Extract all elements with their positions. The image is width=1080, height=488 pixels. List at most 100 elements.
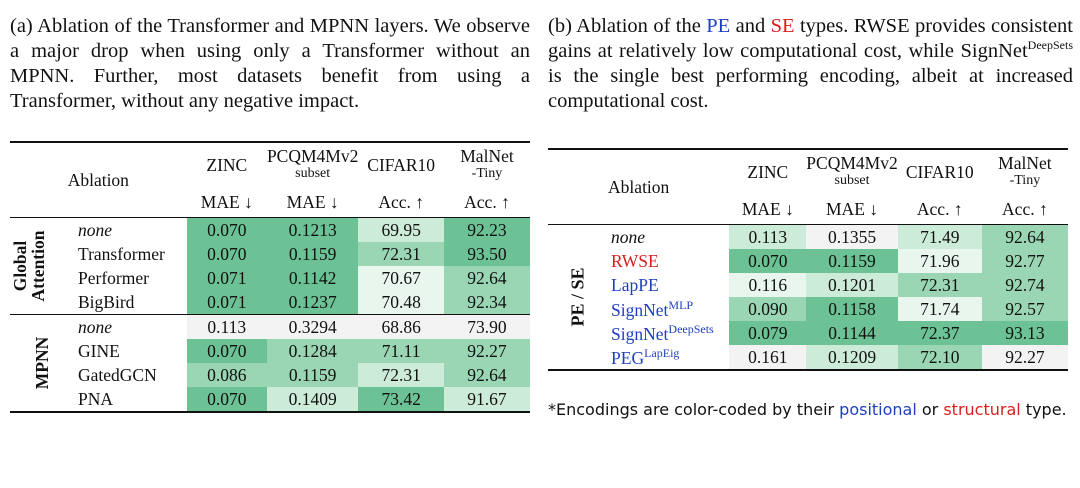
row-label-text: LapPE [611, 274, 659, 295]
value-cell: 71.74 [897, 297, 982, 321]
header-pcqm-sub-b: subset [834, 173, 870, 188]
header-zinc: ZINC [206, 154, 248, 175]
header-pcqm-b: PCQM4Mv2 subset [806, 150, 897, 194]
value-cell: 0.1355 [806, 225, 898, 249]
row-label: Performer [78, 267, 149, 288]
table-a: Ablation ZINC PCQM4Mv2 subset CIFAR10 Mal… [10, 141, 530, 414]
metric-cifar-b: Acc. ↑ [916, 198, 963, 219]
group-label-text: PE / SE [567, 267, 588, 327]
row-label: Transformer [78, 243, 165, 264]
value-cell: 72.31 [358, 363, 444, 387]
value-cell: 0.071 [186, 266, 267, 290]
value-cell: 0.070 [186, 339, 267, 363]
table-b: Ablation ZINC PCQM4Mv2 subset CIFAR10 Mal… [548, 148, 1068, 372]
header-malnet-top: MalNet [460, 146, 514, 166]
caption-b-part3: types. RWSE provides consistent gains at… [548, 15, 1073, 62]
table-row: PEGLapEig 0.161 0.1209 72.10 92.27 [548, 345, 1068, 370]
value-cell: 0.070 [186, 242, 267, 266]
header-cifar-b: CIFAR10 [905, 161, 974, 182]
value-cell: 71.11 [358, 339, 444, 363]
header-malnet-top-b: MalNet [998, 153, 1052, 173]
row-label: none [607, 225, 729, 249]
table-row: GatedGCN 0.086 0.1159 72.31 92.64 [10, 363, 530, 387]
caption-b-se: SE [770, 15, 795, 37]
note-part3: type. [1020, 400, 1067, 419]
row-label: PNA [78, 388, 114, 409]
value-cell: 92.74 [981, 273, 1068, 297]
value-cell: 92.27 [981, 345, 1068, 370]
row-label-sup: MLP [668, 297, 694, 312]
value-cell: 92.23 [443, 218, 530, 242]
row-label: SignNetDeepSets [607, 321, 729, 345]
table-row: PNA 0.070 0.1409 73.42 91.67 [10, 387, 530, 412]
row-label-sup: DeepSets [668, 321, 714, 336]
metric-zinc: MAE ↓ [200, 191, 253, 212]
table-row: MPNN none 0.113 0.3294 68.86 73.90 [10, 315, 530, 389]
header-ablation: Ablation [67, 169, 129, 190]
value-cell: 91.67 [443, 387, 530, 412]
header-zinc-b: ZINC [747, 161, 789, 182]
note-part1: *Encodings are color-coded by their [548, 400, 840, 419]
value-cell: 0.086 [186, 363, 267, 387]
table-row: BigBird 0.071 0.1237 70.48 92.34 [10, 290, 530, 315]
panel-a: (a) Ablation of the Transformer and MPNN… [10, 0, 530, 414]
value-cell: 71.96 [897, 249, 982, 273]
group-global-attention: Global Attention none 0.070 0.1213 69.95 92.2… [10, 218, 530, 315]
value-cell: 68.86 [358, 315, 444, 339]
value-cell: 0.070 [729, 249, 807, 273]
value-cell: 92.64 [981, 225, 1068, 249]
panel-b: (b) Ablation of the PE and SE types. RWS… [548, 0, 1073, 419]
value-cell: 0.090 [729, 297, 807, 321]
header-pcqm-top: PCQM4Mv2 [266, 146, 359, 166]
row-label: RWSE [607, 249, 729, 273]
header-malnet: MalNet -Tiny [444, 143, 530, 187]
row-label-text: SignNet [611, 323, 669, 344]
metric-zinc-b: MAE ↓ [741, 198, 794, 219]
header-pcqm: PCQM4Mv2 subset [267, 143, 358, 187]
group-label: Global Attention [10, 218, 74, 315]
value-cell: 92.77 [981, 249, 1068, 273]
row-label: GINE [78, 340, 120, 361]
row-label: none [78, 316, 113, 337]
value-cell: 0.1284 [266, 339, 359, 363]
row-label-text: RWSE [611, 250, 659, 271]
value-cell: 73.90 [443, 315, 530, 339]
value-cell: 72.31 [897, 273, 982, 297]
value-cell: 0.3294 [266, 315, 359, 339]
caption-b-part1: (b) Ablation of the [548, 15, 707, 37]
value-cell: 0.070 [186, 218, 267, 242]
header-ablation-b: Ablation [608, 176, 670, 197]
group-label: PE / SE [548, 225, 607, 370]
note-structural: structural [943, 400, 1021, 419]
value-cell: 73.42 [358, 387, 444, 412]
row-label: GatedGCN [78, 364, 157, 385]
row-label-text: none [611, 226, 646, 247]
value-cell: 72.10 [897, 345, 982, 370]
header-cifar: CIFAR10 [367, 154, 436, 175]
value-cell: 0.1209 [806, 345, 898, 370]
value-cell: 0.1159 [266, 363, 359, 387]
caption-b-sup: DeepSets [1027, 38, 1073, 53]
value-cell: 0.1237 [266, 290, 359, 315]
value-cell: 0.071 [186, 290, 267, 315]
value-cell: 0.1158 [806, 297, 898, 321]
value-cell: 70.48 [358, 290, 444, 315]
table-row: PE / SE none 0.113 0.1355 71.49 92.64 [548, 225, 1068, 327]
table-row: Performer 0.071 0.1142 70.67 92.64 [10, 266, 530, 290]
header-pcqm-top-b: PCQM4Mv2 [806, 153, 898, 173]
value-cell: 92.34 [443, 290, 530, 315]
table-row: Global Attention none 0.070 0.1213 69.95 92.2… [10, 218, 530, 301]
value-cell: 0.161 [729, 345, 807, 370]
row-label-text: SignNet [611, 299, 669, 320]
row-label: PEGLapEig [607, 345, 729, 370]
metric-malnet-b: Acc. ↑ [1002, 198, 1048, 219]
header-malnet-sub-b: -Tiny [1009, 173, 1041, 188]
group-label: MPNN [10, 315, 74, 412]
header-pcqm-sub: subset [295, 166, 331, 181]
value-cell: 0.1142 [266, 266, 359, 290]
row-label: BigBird [78, 291, 135, 312]
group-label-text: MPNN [32, 336, 52, 390]
value-cell: 92.64 [443, 363, 530, 387]
value-cell: 72.31 [358, 242, 444, 266]
caption-b-part2: and [730, 15, 771, 37]
